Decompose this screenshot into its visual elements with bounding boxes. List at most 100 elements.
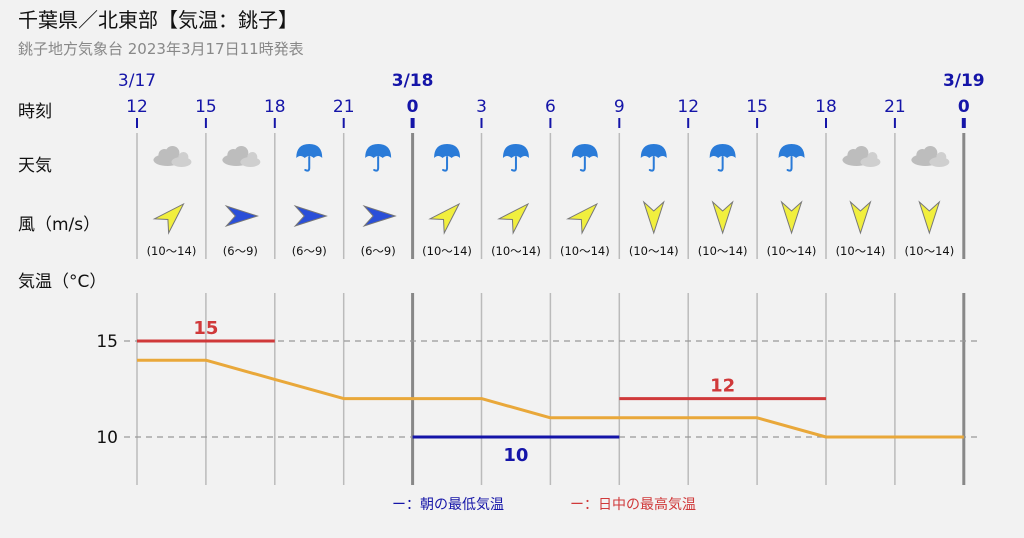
cloud-part [936, 152, 947, 162]
wind-arrow-icon [362, 204, 397, 228]
umbrella-canopy [571, 144, 598, 158]
wind-arrow-icon [565, 202, 599, 235]
wind-speed-label: (6〜9) [292, 244, 327, 258]
wind-speed-label: (10〜14) [836, 244, 886, 258]
time-tick-label: 0 [958, 97, 970, 117]
time-row-label: 時刻 [18, 102, 52, 122]
max-temp-label: 15 [193, 318, 218, 339]
legend-max-temp: ー：日中の最高気温 [570, 497, 696, 513]
cloud-part [165, 146, 180, 160]
cloud-icon [222, 146, 261, 167]
wind-arrow-shape [224, 204, 259, 228]
umbrella-handle [579, 156, 586, 172]
time-tick-label: 12 [126, 97, 148, 117]
time-tick-label: 21 [333, 97, 355, 117]
y-tick-label: 10 [96, 428, 118, 448]
cloud-icon [911, 146, 950, 167]
wind-arrow-icon [428, 202, 461, 235]
umbrella-icon [296, 144, 323, 172]
umbrella-handle [510, 156, 517, 172]
umbrella-canopy [296, 144, 323, 158]
wind-arrow-shape [428, 202, 461, 235]
umbrella-icon [778, 144, 805, 172]
time-tick-label: 21 [884, 97, 906, 117]
umbrella-icon [365, 144, 392, 172]
wind-arrow-icon [849, 200, 872, 235]
umbrella-handle [442, 156, 449, 172]
time-tick-label: 12 [677, 97, 699, 117]
date-label: 3/17 [118, 71, 156, 91]
wind-arrow-icon [152, 202, 185, 235]
wind-arrow-shape [293, 204, 328, 228]
umbrella-handle [786, 156, 793, 172]
time-tick-label: 3 [476, 97, 487, 117]
umbrella-canopy [709, 144, 736, 158]
wind-arrow-shape [565, 202, 599, 235]
legend-min-temp: ー：朝の最低気温 [392, 497, 504, 513]
wind-arrow-icon [918, 200, 941, 235]
wind-arrow-shape [849, 200, 872, 235]
umbrella-canopy [365, 144, 392, 158]
date-label: 3/19 [943, 71, 985, 91]
umbrella-handle [373, 156, 380, 172]
wind-arrow-shape [497, 202, 530, 235]
max-temp-label: 12 [710, 376, 735, 397]
wind-arrow-shape [918, 200, 941, 235]
umbrella-icon [709, 144, 736, 172]
wind-arrow-shape [711, 200, 734, 235]
wind-arrow-icon [780, 200, 803, 235]
umbrella-icon [640, 144, 667, 172]
umbrella-handle [648, 156, 655, 172]
cloud-icon [153, 146, 192, 167]
cloud-part [178, 152, 189, 162]
y-tick-label: 15 [96, 332, 118, 352]
time-tick-label: 0 [407, 97, 419, 117]
wind-arrow-icon [293, 204, 328, 228]
page-title: 千葉県／北東部【気温：銚子】 [18, 8, 298, 32]
umbrella-canopy [434, 144, 461, 158]
umbrella-canopy [640, 144, 667, 158]
temp-row-label: 気温（°C） [18, 272, 107, 292]
umbrella-icon [434, 144, 461, 172]
wind-speed-label: (10〜14) [698, 244, 748, 258]
wind-speed-label: (10〜14) [422, 244, 472, 258]
time-tick-label: 18 [815, 97, 837, 117]
wind-arrow-shape [780, 200, 803, 235]
wind-row-label: 風（m/s） [18, 215, 101, 235]
cloud-part [247, 152, 258, 162]
wind-arrow-icon [224, 204, 259, 228]
temperature-line [137, 358, 964, 439]
umbrella-handle [304, 156, 311, 172]
wind-arrow-shape [642, 200, 665, 235]
cloud-part [923, 146, 938, 160]
cloud-part [234, 146, 249, 160]
weather-row-label: 天気 [18, 156, 52, 176]
time-tick-label: 9 [614, 97, 625, 117]
cloud-icon [842, 146, 881, 167]
wind-speed-label: (6〜9) [223, 244, 258, 258]
wind-speed-label: (10〜14) [629, 244, 679, 258]
cloud-part [854, 146, 869, 160]
cloud-part [867, 152, 878, 162]
wind-arrow-shape [152, 202, 185, 235]
wind-speed-label: (10〜14) [560, 244, 610, 258]
time-tick-label: 6 [545, 97, 556, 117]
umbrella-icon [502, 144, 529, 172]
umbrella-icon [571, 144, 598, 172]
wind-arrow-icon [497, 202, 530, 235]
wind-arrow-icon [711, 200, 734, 235]
umbrella-handle [717, 156, 724, 172]
time-tick-label: 15 [195, 97, 217, 117]
wind-arrow-shape [362, 204, 397, 228]
wind-speed-label: (10〜14) [147, 244, 197, 258]
time-tick-label: 15 [746, 97, 768, 117]
min-temp-label: 10 [503, 445, 528, 466]
wind-speed-label: (10〜14) [491, 244, 541, 258]
wind-speed-label: (10〜14) [904, 244, 954, 258]
wind-speed-label: (10〜14) [767, 244, 817, 258]
time-tick-label: 18 [264, 97, 286, 117]
page-subtitle: 銚子地方気象台 2023年3月17日11時発表 [18, 40, 304, 58]
date-label: 3/18 [392, 71, 434, 91]
umbrella-canopy [778, 144, 805, 158]
